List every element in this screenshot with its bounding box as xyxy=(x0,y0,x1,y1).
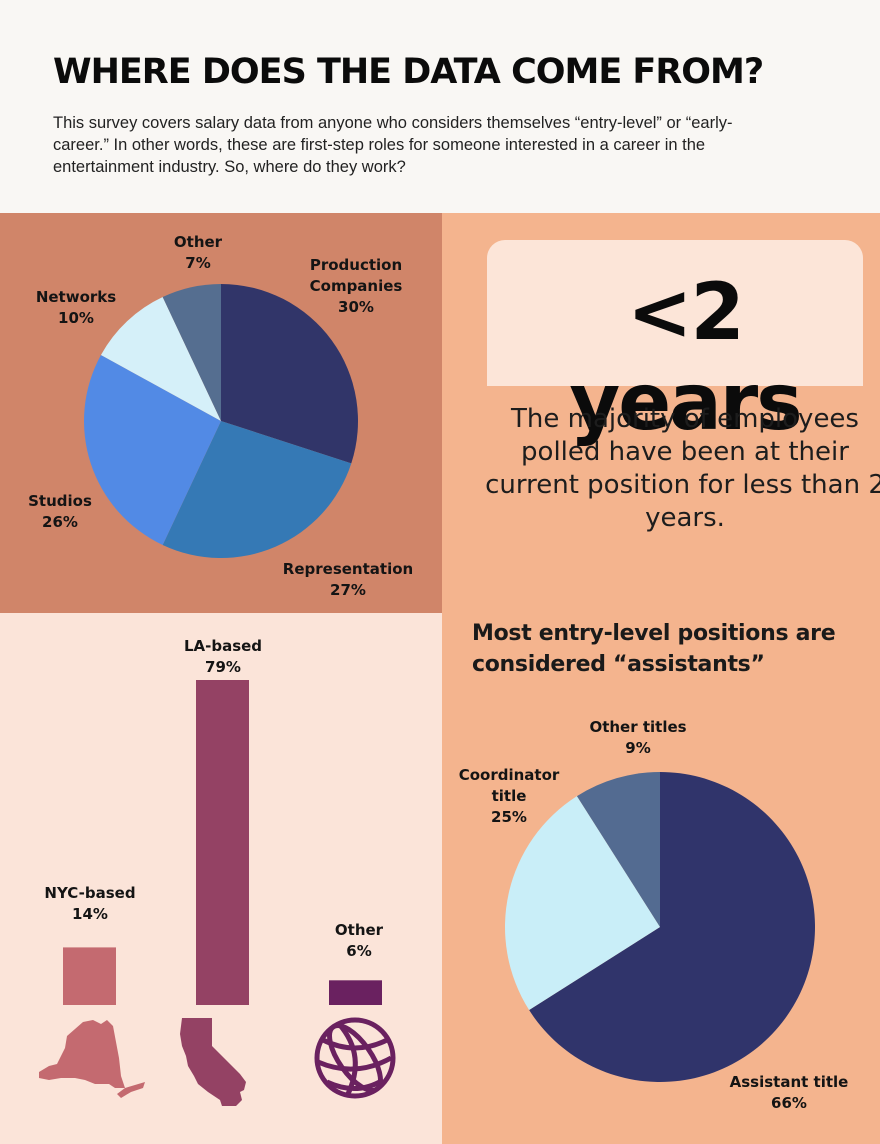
california-state-icon xyxy=(180,1018,246,1106)
bar-label-other: Other 6% xyxy=(315,920,403,962)
bar-label-nyc-category: NYC-based xyxy=(44,884,136,902)
bar-nyc-based xyxy=(63,947,116,1005)
pie1-label-production-line1: Production xyxy=(309,256,403,274)
pie1-label-studios-pct: 26% xyxy=(42,513,78,531)
pie1-slice-1 xyxy=(162,421,352,558)
new-york-state-icon xyxy=(39,1020,145,1098)
pie2-label-coordinator-pct: 25% xyxy=(491,808,527,826)
bar-label-nyc-value: 14% xyxy=(72,905,108,923)
pie2-label-coordinator-line2: title xyxy=(491,787,527,805)
bar-label-la-value: 79% xyxy=(205,658,241,676)
pie2-slice-1 xyxy=(504,796,660,1011)
header-section xyxy=(0,0,880,213)
pie2-label-coordinator-line1: Coordinator xyxy=(458,766,560,784)
pie1-slice-3 xyxy=(100,297,221,421)
bar-other xyxy=(329,980,382,1005)
pie1-label-other-pct: 7% xyxy=(185,254,211,272)
bar-la-based xyxy=(196,680,249,1005)
stat-caption: The majority of employees polled have be… xyxy=(485,404,880,533)
pie2-label-other-titles-pct: 9% xyxy=(625,739,651,757)
pie1-label-production: Production Companies 30% xyxy=(295,255,417,318)
bar-label-la: LA-based 79% xyxy=(163,636,283,678)
pie1-slice-2 xyxy=(84,354,221,545)
page-title: WHERE DOES THE DATA COME FROM? xyxy=(53,52,764,92)
pie1-label-networks-line1: Networks xyxy=(35,288,117,306)
bar-label-other-value: 6% xyxy=(346,942,372,960)
pie2-label-other-titles-line1: Other titles xyxy=(589,718,687,736)
pie2-label-assistant-line1: Assistant title xyxy=(729,1073,849,1091)
pie1-label-studios-line1: Studios xyxy=(28,492,92,510)
pie1-slice-0 xyxy=(221,284,358,464)
pie2-label-other-titles: Other titles 9% xyxy=(578,717,698,759)
pie1-label-networks: Networks 10% xyxy=(28,287,124,329)
pie1-slice-4 xyxy=(162,284,221,421)
pie1-label-other-line1: Other xyxy=(173,233,223,251)
pie2-label-assistant-pct: 66% xyxy=(771,1094,807,1112)
intro-paragraph: This survey covers salary data from anyo… xyxy=(53,114,733,176)
globe-icon xyxy=(314,1017,396,1099)
stat-value: <2 years xyxy=(569,268,802,448)
pie1-label-representation-line1: Representation xyxy=(282,560,414,578)
pie2-slice-0 xyxy=(529,772,815,1083)
bar-label-nyc: NYC-based 14% xyxy=(30,883,150,925)
pie1-label-production-line2: Companies xyxy=(309,277,403,295)
pie1-label-representation-pct: 27% xyxy=(330,581,366,599)
assistant-chart-heading: Most entry-level positions are considere… xyxy=(472,621,836,677)
pie1-label-production-pct: 30% xyxy=(338,298,374,316)
bar-label-other-category: Other xyxy=(334,921,384,939)
pie1-label-representation: Representation 27% xyxy=(278,559,418,601)
stat-box xyxy=(487,240,863,386)
pie2-label-coordinator: Coordinator title 25% xyxy=(450,765,568,828)
pie2-label-assistant: Assistant title 66% xyxy=(722,1072,856,1114)
pie1-label-networks-pct: 10% xyxy=(58,309,94,327)
bar-label-la-category: LA-based xyxy=(183,637,263,655)
pie1-label-other: Other 7% xyxy=(158,232,238,274)
pie2-slice-2 xyxy=(576,772,660,927)
pie1-label-studios: Studios 26% xyxy=(20,491,100,533)
